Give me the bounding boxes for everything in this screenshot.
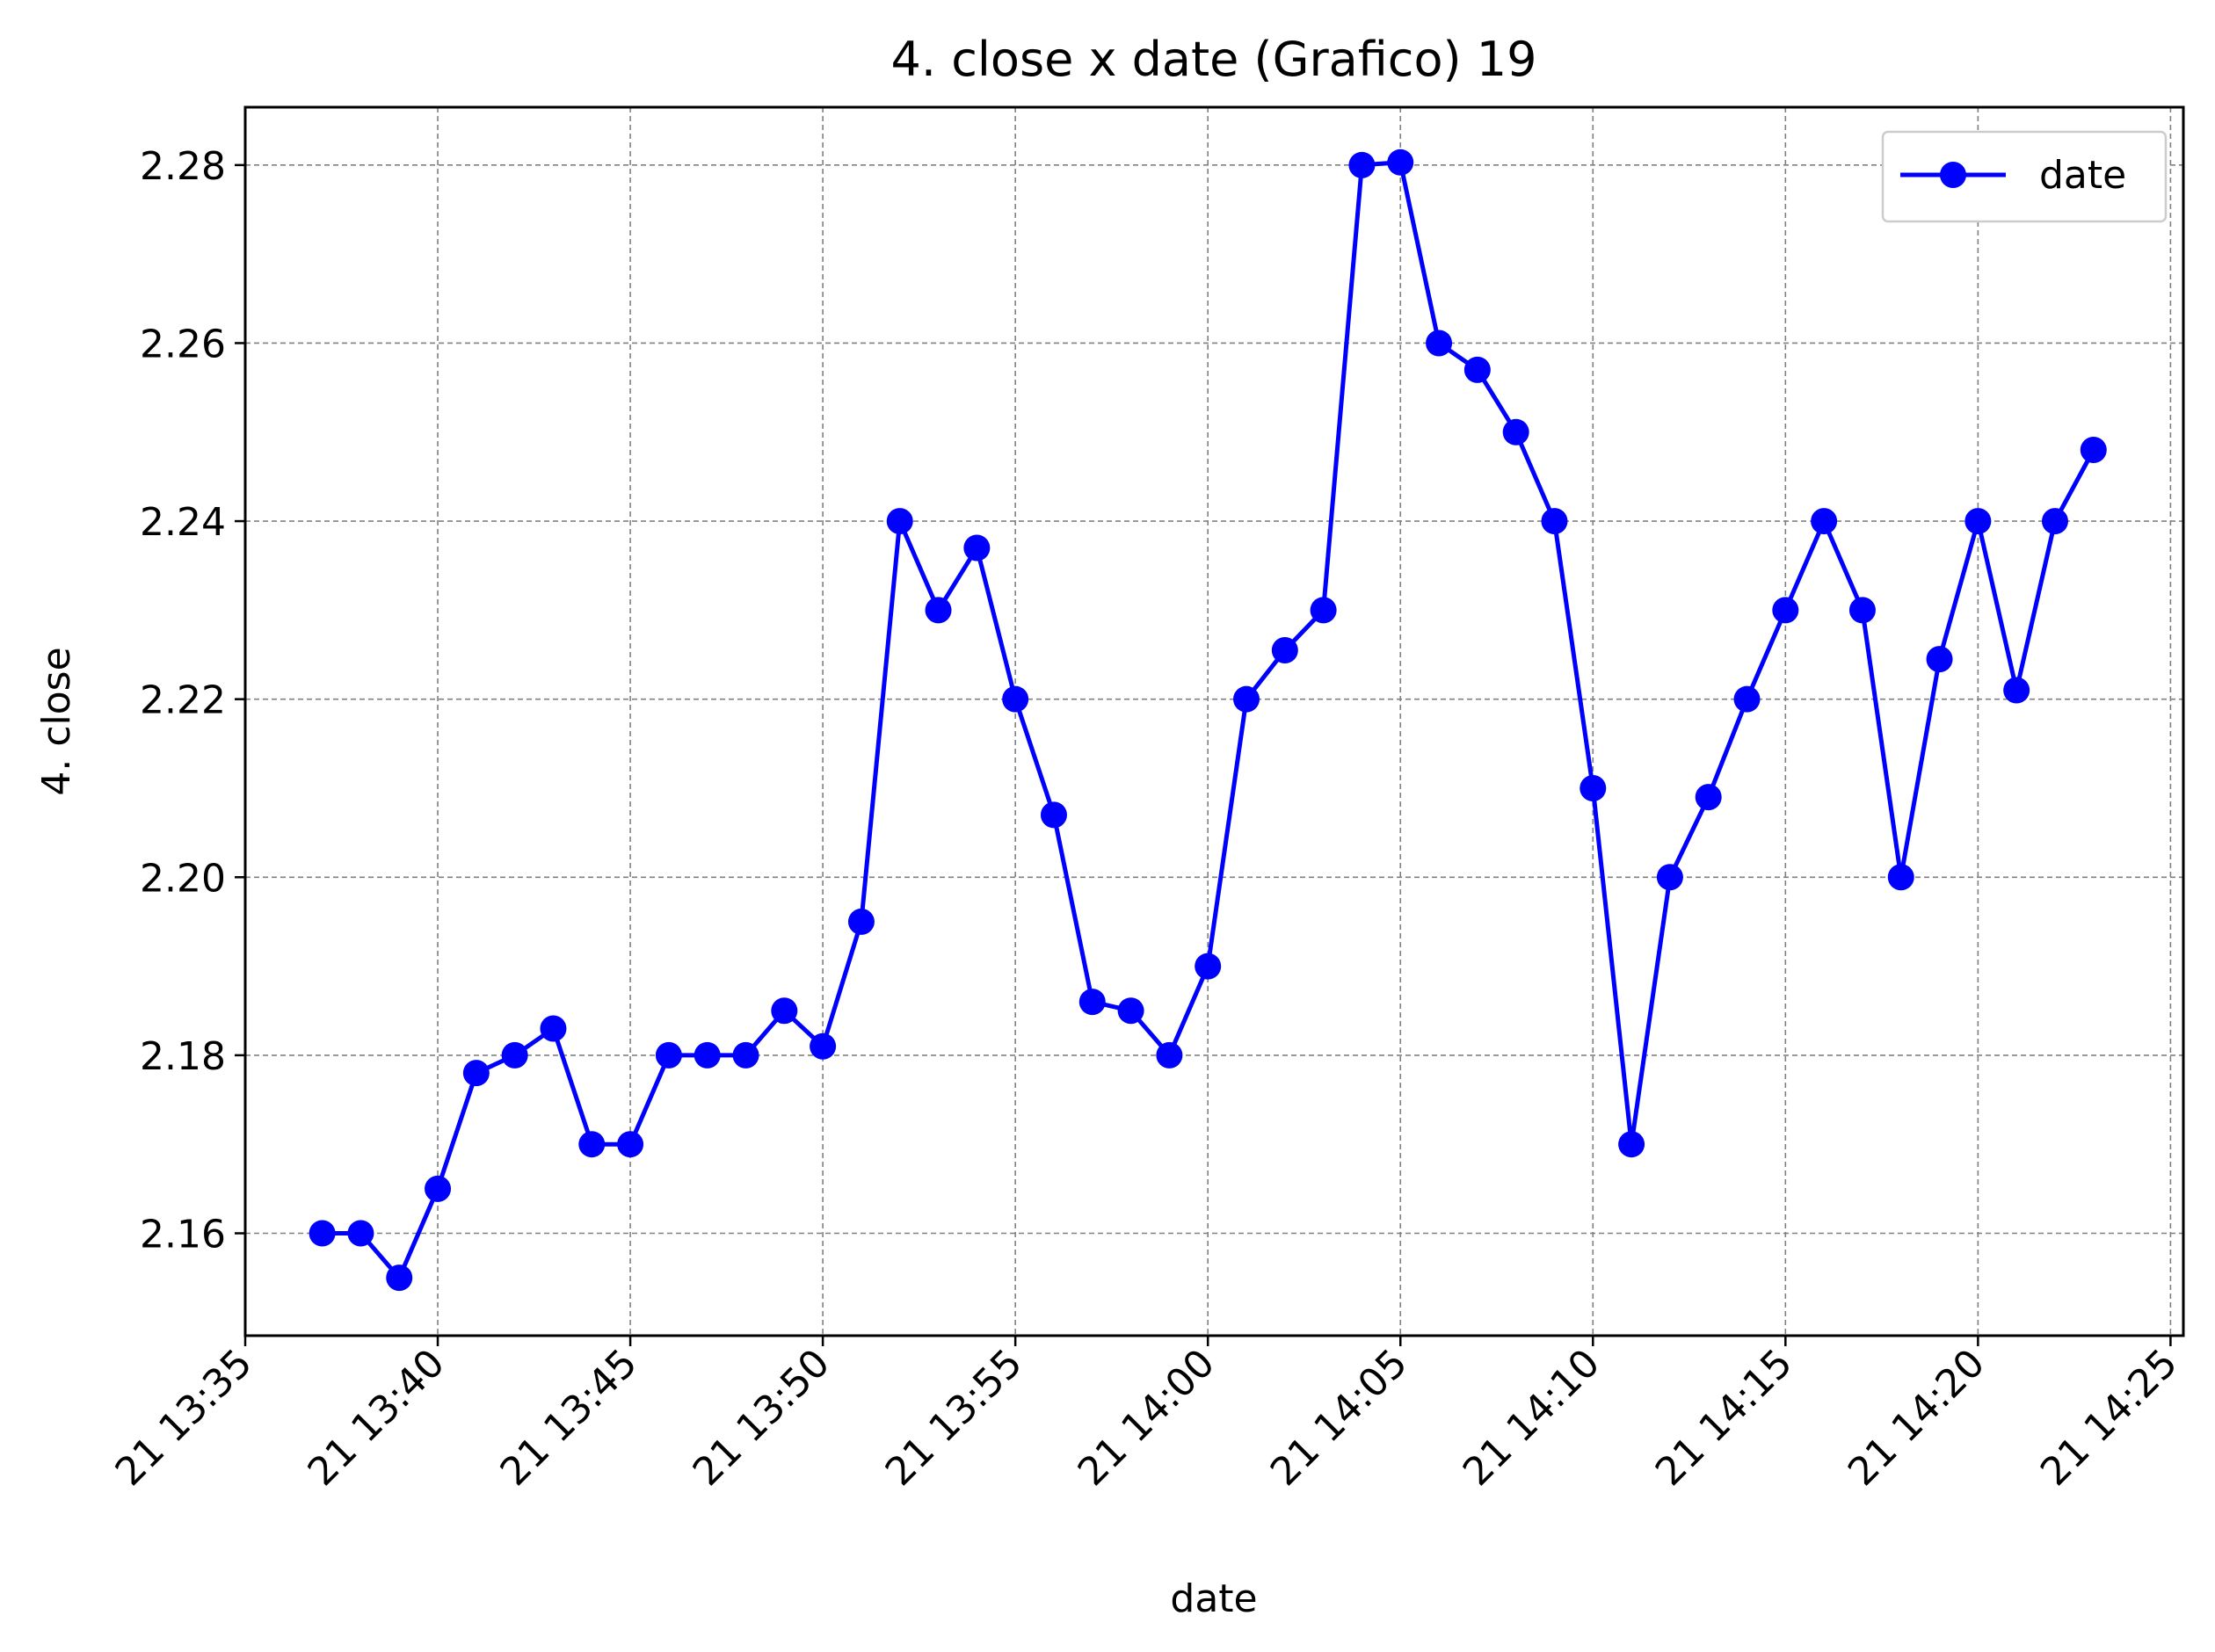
data-point <box>847 908 875 935</box>
data-point <box>1040 801 1067 829</box>
data-point <box>1695 784 1722 811</box>
data-point <box>1811 508 1838 535</box>
data-point <box>771 997 798 1025</box>
y-tick-label: 2.28 <box>140 144 226 189</box>
y-tick-label: 2.22 <box>140 678 226 723</box>
y-tick-label: 2.20 <box>140 856 226 901</box>
data-point <box>1310 597 1337 624</box>
data-point <box>347 1220 374 1247</box>
grid <box>244 107 2183 1336</box>
data-point <box>1848 597 1876 624</box>
legend-marker-swatch <box>1940 162 1966 188</box>
data-point <box>1463 356 1491 383</box>
y-tick-label: 2.24 <box>140 500 226 545</box>
data-point <box>732 1041 759 1069</box>
legend-label: date <box>2039 153 2126 198</box>
data-point <box>810 1032 837 1060</box>
data-point <box>1271 636 1298 663</box>
y-tick-label: 2.26 <box>140 322 226 366</box>
data-point <box>1618 1131 1645 1158</box>
data-point <box>1426 330 1453 357</box>
data-point <box>1887 864 1914 891</box>
data-point <box>886 508 913 535</box>
data-point <box>2041 508 2068 535</box>
legend: date <box>1881 130 2168 223</box>
y-tick-label: 2.18 <box>140 1034 226 1079</box>
data-point <box>309 1220 336 1247</box>
y-axis-title: 4. close <box>34 647 79 795</box>
data-point <box>1541 508 1568 535</box>
data-point <box>540 1015 567 1042</box>
data-point <box>1964 508 1992 535</box>
data-point <box>1348 151 1376 178</box>
data-point <box>1117 997 1144 1025</box>
data-point <box>501 1041 528 1069</box>
data-point <box>1926 646 1953 673</box>
x-axis-title: date <box>1170 1576 1257 1621</box>
data-point <box>1656 864 1683 891</box>
data-point <box>1733 685 1761 713</box>
data-point <box>1195 953 1222 980</box>
series-layer <box>309 149 2107 1292</box>
data-point <box>617 1131 644 1158</box>
data-point <box>1156 1041 1183 1069</box>
data-point <box>1078 989 1106 1016</box>
data-point <box>694 1041 721 1069</box>
data-point <box>1502 418 1529 446</box>
data-point <box>386 1264 413 1292</box>
data-point <box>1387 149 1414 176</box>
data-point <box>425 1175 452 1202</box>
data-point <box>462 1060 490 1087</box>
chart-title: 4. close x date (Grafico) 19 <box>891 32 1537 87</box>
data-point <box>1580 774 1607 801</box>
plot-area-frame <box>243 105 2185 1337</box>
data-point <box>655 1041 682 1069</box>
y-tick-label: 2.16 <box>140 1213 226 1257</box>
data-point <box>963 534 991 562</box>
data-point <box>2003 677 2030 704</box>
data-point <box>2080 437 2107 464</box>
data-point <box>578 1131 606 1158</box>
data-point <box>925 597 952 624</box>
data-point <box>1233 685 1260 713</box>
data-point <box>1002 685 1029 713</box>
data-point <box>1772 597 1799 624</box>
legend-frame <box>1881 130 2168 223</box>
